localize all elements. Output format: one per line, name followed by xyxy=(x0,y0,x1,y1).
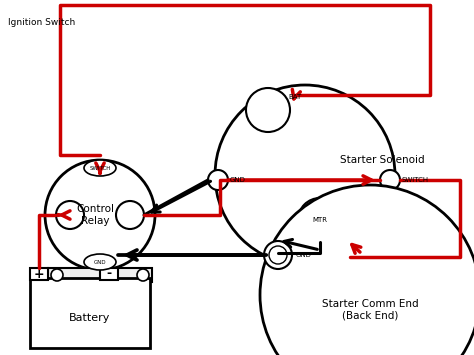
Circle shape xyxy=(264,241,292,269)
Ellipse shape xyxy=(84,160,116,176)
Text: Starter Solenoid: Starter Solenoid xyxy=(340,155,425,165)
Circle shape xyxy=(215,85,395,265)
Text: GND: GND xyxy=(230,177,246,183)
Circle shape xyxy=(137,269,149,281)
Circle shape xyxy=(208,170,228,190)
Circle shape xyxy=(246,88,290,132)
Text: SWITCH: SWITCH xyxy=(89,165,111,170)
Text: Starter Comm End
(Back End): Starter Comm End (Back End) xyxy=(322,299,419,321)
Text: SWITCH: SWITCH xyxy=(402,177,429,183)
Circle shape xyxy=(45,160,155,270)
Text: -: - xyxy=(107,268,111,280)
Bar xyxy=(48,268,152,282)
Text: Control
Relay: Control Relay xyxy=(76,204,114,226)
Text: +: + xyxy=(34,268,44,280)
Text: MTR: MTR xyxy=(312,217,328,223)
Text: GND: GND xyxy=(94,261,106,266)
Ellipse shape xyxy=(84,254,116,270)
Circle shape xyxy=(380,170,400,190)
Bar xyxy=(30,278,150,348)
Text: BAT: BAT xyxy=(288,94,301,100)
Text: Ignition Switch: Ignition Switch xyxy=(8,18,75,27)
Text: Battery: Battery xyxy=(69,313,111,323)
Circle shape xyxy=(56,201,84,229)
Circle shape xyxy=(260,185,474,355)
Circle shape xyxy=(116,201,144,229)
Bar xyxy=(100,268,118,280)
Circle shape xyxy=(269,246,287,264)
Circle shape xyxy=(51,269,63,281)
Text: GND: GND xyxy=(296,252,312,258)
Bar xyxy=(30,268,48,280)
Circle shape xyxy=(298,198,342,242)
